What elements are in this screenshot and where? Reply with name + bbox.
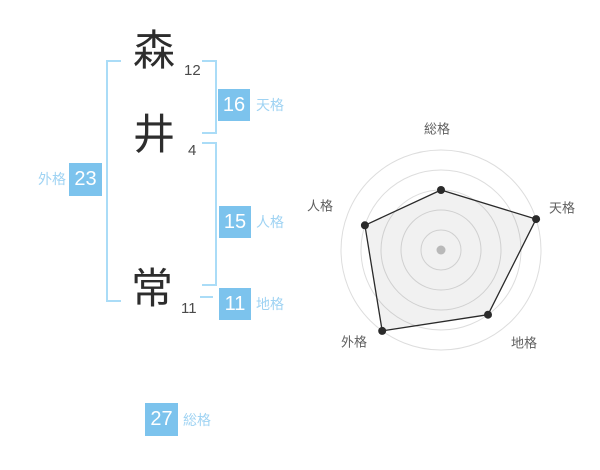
radar-grid-ring: [420, 229, 462, 271]
radar-axis-label: 外格: [341, 335, 367, 350]
radar-data-point: [437, 186, 445, 194]
radar-axis-label: 総格: [424, 122, 450, 137]
radar-center-dot: [436, 245, 446, 255]
gaikaku-label: 外格: [38, 171, 66, 187]
radar-grid-ring: [340, 149, 542, 351]
radar-data-point: [532, 215, 541, 224]
chikaku-tick: [200, 296, 213, 298]
surname-char-1-strokes: 12: [184, 62, 201, 79]
surname-char-2: 井: [133, 111, 176, 158]
jinkaku-label: 人格: [256, 214, 284, 230]
soukaku-label: 総格: [183, 412, 211, 428]
radar-data-point: [378, 326, 387, 335]
surname-char-1: 森: [133, 27, 176, 74]
tenkaku-bracket: [202, 60, 217, 134]
radar-data-point: [360, 221, 369, 230]
jinkaku-value-box: 15: [219, 206, 251, 238]
tenkaku-label: 天格: [256, 97, 284, 113]
jinkaku-bracket: [202, 142, 217, 286]
tenkaku-value-box: 16: [218, 89, 250, 121]
radar-data-point: [484, 310, 492, 319]
given-name-char-1-strokes: 11: [181, 300, 197, 317]
soukaku-value-box: 27: [145, 403, 178, 436]
radar-data-polygon: [364, 189, 537, 332]
radar-grid-ring: [400, 209, 482, 291]
chikaku-value-box: 11: [219, 288, 251, 320]
radar-axis-label: 地格: [511, 336, 537, 351]
gaikaku-value-box: 23: [69, 163, 102, 196]
radar-axis-label: 人格: [307, 199, 333, 214]
surname-char-2-strokes: 4: [188, 142, 197, 159]
given-name-char-1: 常: [131, 265, 174, 312]
chikaku-label: 地格: [256, 296, 284, 312]
gaikaku-bracket: [106, 60, 121, 302]
radar-axis-label: 天格: [549, 201, 575, 216]
